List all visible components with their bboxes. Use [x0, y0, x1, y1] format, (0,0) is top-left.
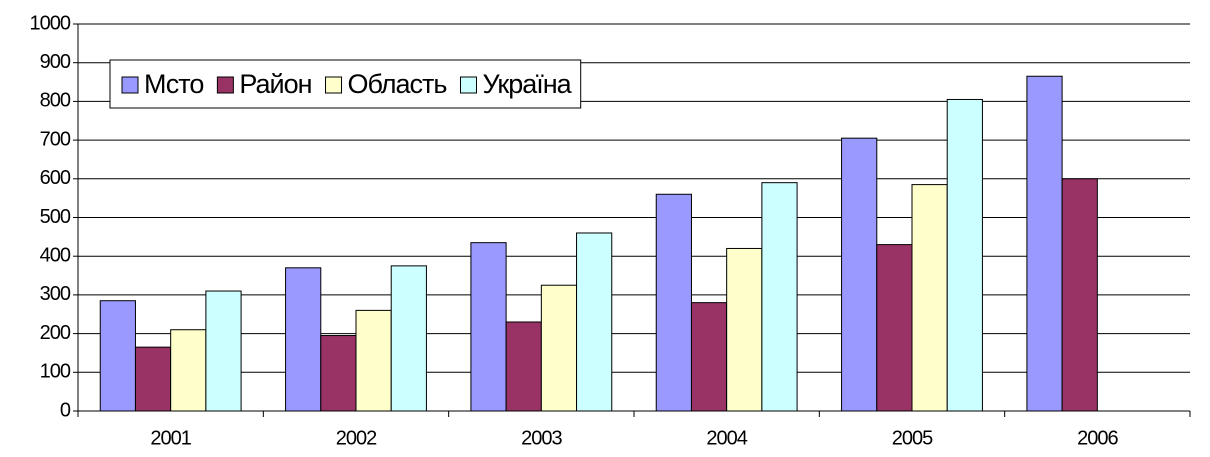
- bar: [761, 182, 798, 412]
- legend-label: Район: [239, 69, 311, 99]
- y-tick-label: 800: [40, 90, 71, 112]
- bar: [876, 244, 913, 412]
- y-tick-label: 300: [40, 283, 71, 305]
- bar: [911, 184, 948, 412]
- legend-swatch: [216, 76, 234, 94]
- x-tick-label: 2006: [1077, 427, 1118, 449]
- x-tick-label: 2003: [521, 427, 562, 449]
- bar: [841, 137, 878, 412]
- legend-box: [109, 59, 582, 109]
- legend-label: Область: [348, 69, 447, 99]
- bar: [540, 284, 578, 412]
- bar: [946, 98, 983, 412]
- x-tick-label: 2001: [150, 427, 191, 449]
- bar: [320, 335, 357, 412]
- bar: [726, 247, 763, 412]
- bar: [355, 309, 392, 412]
- y-tick-label: 400: [40, 244, 71, 266]
- bar: [285, 267, 322, 412]
- x-tick-label: 2005: [892, 427, 933, 449]
- y-tick-label: 1000: [30, 12, 71, 34]
- bar: [505, 321, 542, 412]
- legend-swatch: [121, 76, 139, 94]
- bar: [170, 329, 207, 412]
- y-tick-label: 900: [40, 51, 71, 73]
- y-tick-label: 500: [40, 206, 71, 228]
- y-tick-label: 700: [40, 128, 71, 150]
- bar: [690, 302, 728, 412]
- legend-swatch: [459, 76, 477, 94]
- bar: [470, 242, 507, 412]
- x-tick-label: 2002: [336, 427, 377, 449]
- bar: [390, 265, 427, 412]
- y-tick-label: 100: [40, 361, 71, 383]
- bar: [205, 290, 242, 412]
- bar: [134, 346, 172, 412]
- bar: [1026, 75, 1063, 412]
- y-tick-label: 200: [40, 322, 71, 344]
- bar: [655, 193, 692, 412]
- legend-label: Мсто: [144, 69, 203, 99]
- legend-swatch: [325, 76, 343, 94]
- legend: Мсто Район Область Україна: [109, 59, 582, 109]
- bar: [99, 300, 136, 412]
- bar: [576, 232, 613, 412]
- legend-label: Україна: [482, 69, 572, 99]
- y-tick-label: 0: [60, 399, 71, 421]
- x-tick-label: 2004: [706, 427, 747, 449]
- y-tick-label: 600: [40, 167, 71, 189]
- bar: [1061, 178, 1098, 412]
